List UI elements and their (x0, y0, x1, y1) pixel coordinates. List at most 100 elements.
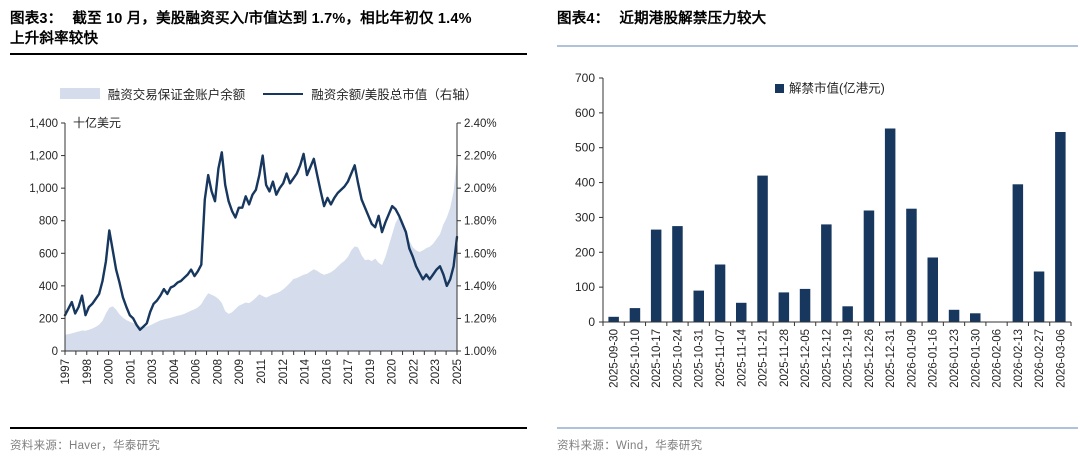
svg-text:2026-02-06: 2026-02-06 (992, 329, 1004, 388)
figure3-title-text: 截至 10 月，美股融资买入/市值达到 1.7%，相比年初仅 1.4% (72, 11, 472, 27)
figure3-source: 资料来源：Haver，华泰研究 (10, 440, 161, 452)
svg-text:1,000: 1,000 (29, 183, 58, 195)
legend-margin-ratio-label: 融资余额/美股总市值（右轴） (311, 88, 478, 102)
figure4-source-rule (557, 427, 1078, 429)
svg-text:2.40%: 2.40% (464, 118, 497, 130)
svg-text:2025-12-12: 2025-12-12 (821, 329, 833, 388)
svg-text:1998: 1998 (82, 359, 94, 385)
svg-text:400: 400 (575, 176, 595, 190)
margin-ratio-line (63, 151, 459, 332)
svg-text:2006: 2006 (191, 359, 203, 385)
svg-text:2016: 2016 (321, 359, 333, 385)
legend-item-margin-ratio: 融资余额/美股总市值（右轴） (263, 84, 477, 103)
svg-text:400: 400 (39, 281, 58, 293)
figure3-panel: 图表3： 截至 10 月，美股融资买入/市值达到 1.7%，相比年初仅 1.4% … (10, 0, 527, 464)
svg-text:100: 100 (575, 280, 595, 294)
bar-2026-01-23 (948, 309, 960, 322)
bar-2025-12-05 (799, 288, 811, 322)
svg-text:2014: 2014 (300, 358, 312, 384)
svg-text:2008: 2008 (212, 359, 224, 385)
svg-text:2.20%: 2.20% (464, 151, 497, 163)
figure3-title-rule (10, 53, 527, 55)
area-swatch-icon (59, 88, 100, 99)
svg-text:2025-12-05: 2025-12-05 (800, 329, 812, 388)
bar-2025-09-30 (608, 316, 619, 322)
bar-2026-01-16 (927, 257, 938, 322)
svg-text:600: 600 (39, 248, 58, 260)
svg-text:2025-11-14: 2025-11-14 (736, 328, 748, 387)
svg-text:700: 700 (575, 71, 595, 85)
figure3-title-line2: 上升斜率较快 (10, 31, 99, 47)
bar-2025-12-31 (884, 128, 896, 322)
svg-text:1.60%: 1.60% (464, 248, 497, 260)
legend-item-margin-balance: 融资交易保证金账户余额 (59, 84, 246, 103)
svg-text:2012: 2012 (278, 359, 290, 385)
svg-text:2022: 2022 (408, 359, 420, 385)
svg-text:2020: 2020 (387, 359, 399, 385)
svg-text:2017: 2017 (343, 359, 355, 385)
bar-2025-12-12 (821, 224, 832, 322)
svg-text:0: 0 (52, 346, 58, 358)
svg-text:2025-12-26: 2025-12-26 (864, 329, 876, 388)
svg-text:1.80%: 1.80% (464, 216, 497, 228)
bar-2025-10-10 (629, 308, 641, 322)
bar-2026-01-09 (906, 208, 917, 322)
svg-text:2026-01-16: 2026-01-16 (928, 329, 940, 388)
bar-2025-11-14 (736, 302, 747, 322)
figure4-source: 资料来源：Wind，华泰研究 (557, 440, 703, 452)
svg-text:2026-03-06: 2026-03-06 (1055, 329, 1067, 388)
figure4-title-text: 近期港股解禁压力较大 (619, 11, 767, 27)
svg-text:2004: 2004 (169, 358, 181, 384)
svg-text:2.00%: 2.00% (464, 183, 497, 195)
bar-2025-10-17 (650, 229, 662, 322)
figure3-legend: 融资交易保证金账户余额 融资余额/美股总市值（右轴） (10, 84, 527, 103)
chart2-legend: 解禁市值(亿港元) (775, 81, 885, 96)
figure3-source-rule (10, 427, 527, 429)
figure4-label: 图表4： (557, 11, 610, 27)
margin-balance-area (65, 158, 457, 351)
svg-text:2025-11-21: 2025-11-21 (758, 329, 770, 387)
chart1-axes (61, 122, 461, 355)
svg-text:2026-02-13: 2026-02-13 (1013, 329, 1025, 388)
svg-text:2019: 2019 (365, 359, 377, 385)
svg-text:2025-10-24: 2025-10-24 (673, 328, 685, 387)
us-margin-chart: 0 200 400 600 800 1,000 1,200 1,400 1.00% 1.20% 1.… (29, 115, 497, 385)
bar-2025-11-07 (714, 264, 726, 322)
left-axis-unit-label: 十亿美元 (73, 115, 121, 130)
svg-text:1997: 1997 (60, 359, 72, 385)
bar-2025-10-24 (672, 226, 683, 322)
svg-text:1.40%: 1.40% (464, 281, 497, 293)
hk-lockup-expiry-chart: 0 100 200 300 400 500 600 700 2025-09-30 2025-10-… (575, 71, 1072, 388)
bar-2025-12-19 (842, 306, 853, 322)
svg-text:2000: 2000 (104, 359, 116, 385)
svg-text:2009: 2009 (234, 359, 246, 385)
svg-text:200: 200 (575, 245, 595, 259)
figure3-title: 图表3： 截至 10 月，美股融资买入/市值达到 1.7%，相比年初仅 1.4% … (10, 0, 527, 49)
svg-text:2026-02-27: 2026-02-27 (1034, 329, 1046, 388)
svg-text:1,400: 1,400 (29, 118, 58, 130)
figure4-title: 图表4： 近期港股解禁压力较大 (557, 0, 1078, 29)
svg-text:0: 0 (588, 315, 595, 329)
legend-margin-balance-label: 融资交易保证金账户余额 (107, 88, 246, 102)
svg-text:2025-10-31: 2025-10-31 (694, 329, 706, 388)
bar-2026-02-13 (1012, 184, 1024, 322)
svg-text:600: 600 (575, 106, 595, 120)
svg-text:2025-10-10: 2025-10-10 (630, 329, 642, 388)
bar-2025-12-26 (863, 210, 875, 322)
bar-legend-label: 解禁市值(亿港元) (789, 81, 885, 96)
svg-text:300: 300 (575, 210, 595, 224)
svg-text:2025-11-07: 2025-11-07 (715, 329, 727, 387)
lockup-bars (608, 128, 1066, 322)
svg-text:800: 800 (39, 216, 58, 228)
bar-2025-11-21 (757, 175, 768, 322)
svg-text:200: 200 (39, 313, 58, 325)
svg-text:2025: 2025 (452, 359, 464, 385)
svg-text:2023: 2023 (430, 359, 442, 385)
svg-text:2025-12-31: 2025-12-31 (885, 329, 897, 388)
figure4-title-rule (557, 45, 1078, 47)
svg-text:2025-10-17: 2025-10-17 (651, 329, 663, 388)
figure3-title-line1: 图表3： 截至 10 月，美股融资买入/市值达到 1.7%，相比年初仅 1.4% (10, 9, 527, 29)
bar-legend-swatch-icon (775, 84, 784, 93)
figure4-panel: 图表4： 近期港股解禁压力较大 0 100 200 300 400 500 600 700 202… (557, 0, 1078, 464)
